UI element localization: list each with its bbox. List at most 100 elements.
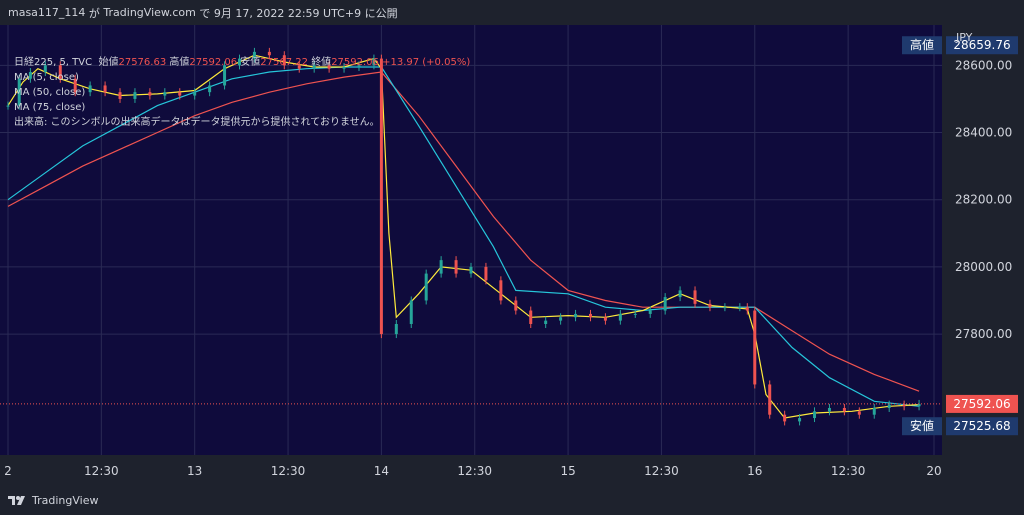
candle — [267, 51, 271, 56]
candle — [208, 85, 212, 93]
candle — [588, 313, 592, 318]
candle — [917, 403, 921, 407]
last-price-label: 27592.06 — [953, 397, 1010, 411]
low-tag-label: 安値 — [910, 418, 934, 433]
price-chart[interactable]: 28600.00 28400.00 28200.00 28000.00 27800.00… — [0, 25, 1024, 485]
candles — [6, 47, 921, 426]
candle — [872, 407, 876, 415]
candle — [827, 407, 831, 412]
ga-label: が — [88, 6, 100, 20]
high-value: 27592.06 — [189, 57, 238, 68]
de-label: で — [199, 6, 211, 20]
candle — [798, 418, 802, 422]
candle — [252, 51, 256, 59]
x-tick-label: 12:30 — [644, 464, 679, 478]
candle — [603, 317, 607, 321]
candle — [238, 58, 241, 66]
candle — [813, 411, 817, 419]
x-tick-label: 20 — [926, 464, 941, 478]
candle — [118, 92, 122, 99]
candle — [745, 307, 749, 311]
candle — [783, 414, 787, 422]
candle — [148, 92, 152, 96]
x-tick-label: 2 — [4, 464, 12, 478]
tradingview-logo-icon — [8, 496, 25, 505]
chart-area[interactable]: 28600.00 28400.00 28200.00 28000.00 27800.00… — [0, 25, 1024, 485]
candle — [529, 310, 533, 324]
close-value: 27592.06 — [331, 57, 379, 68]
candle — [454, 260, 458, 274]
candle — [693, 290, 697, 304]
candle — [857, 411, 861, 415]
candle — [73, 78, 77, 93]
author-name[interactable]: masa117_114 — [8, 6, 86, 19]
high-label: 高値 — [169, 57, 190, 68]
candle — [133, 92, 137, 99]
footer-brand: TradingView — [32, 493, 99, 507]
candle — [768, 384, 772, 415]
symbol-label: 日経225, 5, TVC — [14, 57, 93, 68]
candle — [6, 105, 10, 107]
ohlc-row: 日経225, 5, TVC 始値27576.63 高値27592.06 安値27… — [14, 55, 470, 70]
x-tick-label: 12:30 — [457, 464, 492, 478]
price-axis-panel[interactable] — [942, 25, 1024, 485]
candle — [43, 65, 47, 73]
footer: TradingView — [0, 485, 1024, 515]
x-tick-label: 12:30 — [84, 464, 119, 478]
candle — [738, 307, 742, 309]
time-axis-panel[interactable] — [0, 455, 942, 485]
candle — [28, 72, 32, 79]
x-tick-label: 13 — [187, 464, 202, 478]
candle — [297, 65, 301, 69]
candle — [372, 58, 376, 66]
published-label: に公開 — [364, 6, 398, 20]
x-tick-label: 16 — [747, 464, 762, 478]
platform-name[interactable]: TradingView.com — [103, 6, 196, 19]
low-value: 27567.22 — [260, 57, 308, 68]
ma5-legend[interactable]: MA (5, close) — [14, 72, 79, 83]
low-price-box — [946, 417, 1018, 436]
low-label: 安値 — [240, 57, 261, 68]
y-tick-label: 28000.00 — [955, 260, 1012, 274]
y-tick-label: 28400.00 — [955, 126, 1012, 140]
close-label: 終値 — [311, 57, 332, 68]
candle — [379, 58, 383, 335]
candle — [618, 313, 622, 321]
low-price-label: 27525.68 — [953, 419, 1010, 433]
candle — [394, 323, 398, 335]
y-tick-label: 28200.00 — [955, 193, 1012, 207]
candle — [499, 280, 503, 301]
publish-header: masa117_114 が TradingView.com で 9月 17, 2… — [0, 0, 1024, 25]
x-tick-label: 12:30 — [271, 464, 306, 478]
candle — [312, 65, 316, 69]
ma50-legend[interactable]: MA (50, close) — [14, 87, 86, 98]
candle — [223, 65, 227, 86]
last-price-box — [946, 394, 1018, 413]
candle — [58, 65, 62, 79]
candle — [409, 300, 413, 324]
publish-date: 9月 17, 2022 22:59 UTC+9 — [213, 6, 362, 20]
candle — [424, 273, 428, 301]
change-value: +13.97 (+0.05%) — [382, 57, 471, 68]
ma75-legend[interactable]: MA (75, close) — [14, 102, 86, 113]
chart-legend: 日経225, 5, TVC 始値27576.63 高値27592.06 安値27… — [14, 55, 470, 130]
candle — [708, 303, 712, 308]
candle — [439, 260, 443, 274]
candle — [193, 92, 197, 96]
high-price-box — [946, 36, 1018, 55]
candle — [902, 404, 906, 407]
currency-label: JPY — [955, 31, 973, 44]
candle — [88, 85, 92, 93]
candle — [559, 317, 563, 321]
x-tick-label: 15 — [560, 464, 575, 478]
candle — [648, 310, 652, 314]
low-tag-box — [902, 417, 942, 436]
price-axis: 28600.00 28400.00 28200.00 28000.00 27800.00 — [955, 58, 1012, 341]
y-tick-label: 28600.00 — [955, 58, 1012, 72]
candle — [282, 55, 286, 66]
candle — [887, 404, 891, 408]
tradingview-logo[interactable]: TradingView — [8, 494, 98, 507]
time-axis: 2 12:30 13 12:30 14 12:30 15 12:30 16 12:30 20 — [4, 464, 941, 478]
candle — [469, 266, 473, 274]
